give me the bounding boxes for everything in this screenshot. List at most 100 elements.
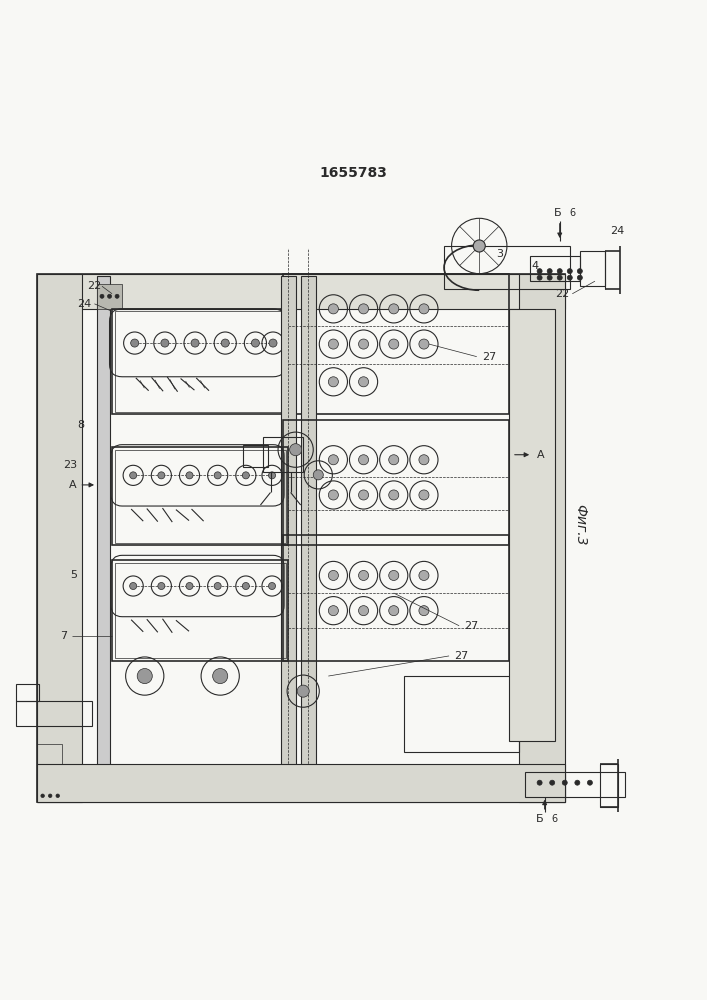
Circle shape [186,472,193,479]
Circle shape [419,455,429,465]
Circle shape [389,455,399,465]
Bar [283,420,510,545]
Bar [16,684,39,701]
Circle shape [328,570,339,580]
Circle shape [562,780,567,785]
Circle shape [567,275,572,280]
Bar [37,744,62,764]
Circle shape [358,339,368,349]
Text: 22: 22 [556,289,570,299]
Bar [283,274,510,414]
Circle shape [328,455,339,465]
Circle shape [358,377,368,387]
Bar [243,445,268,467]
Text: Б: Б [554,208,561,218]
Bar [115,311,286,412]
Bar [510,309,555,741]
Text: Фиг.3: Фиг.3 [573,504,587,546]
Bar [263,437,303,472]
Bar [37,274,82,802]
Circle shape [537,269,542,274]
Bar [97,276,110,774]
Circle shape [328,490,339,500]
Circle shape [578,269,583,274]
Circle shape [537,780,542,785]
Text: 5: 5 [70,570,77,580]
Circle shape [243,582,250,590]
Circle shape [557,269,562,274]
Text: 1655783: 1655783 [320,166,387,180]
Bar [37,764,565,802]
Bar [115,563,286,658]
Circle shape [269,472,276,479]
Circle shape [419,339,429,349]
Circle shape [578,275,583,280]
Circle shape [158,472,165,479]
Circle shape [191,339,199,347]
Circle shape [213,669,228,684]
Circle shape [557,275,562,280]
Circle shape [41,794,45,798]
Bar [580,251,605,286]
Circle shape [419,490,429,500]
Circle shape [358,490,368,500]
Circle shape [252,339,259,347]
Bar [520,274,565,802]
Bar [444,246,570,289]
Text: 27: 27 [481,352,496,362]
Circle shape [214,472,221,479]
Text: 24: 24 [77,299,91,309]
Circle shape [129,582,136,590]
Bar [112,447,288,545]
Circle shape [389,304,399,314]
Circle shape [575,780,580,785]
Text: А: А [69,480,77,490]
Text: 23: 23 [63,460,77,470]
Bar [112,560,288,661]
Text: 24: 24 [610,226,624,236]
Bar [281,276,296,774]
Circle shape [243,472,250,479]
Circle shape [588,780,592,785]
Circle shape [389,570,399,580]
Bar [404,676,520,752]
Circle shape [567,269,572,274]
Circle shape [358,570,368,580]
Circle shape [48,794,52,798]
Circle shape [419,304,429,314]
Circle shape [313,470,323,480]
Circle shape [129,472,136,479]
Circle shape [131,339,139,347]
Circle shape [389,339,399,349]
Circle shape [158,582,165,590]
Circle shape [269,582,276,590]
Text: 3: 3 [496,249,503,259]
Circle shape [328,377,339,387]
Bar [530,256,580,281]
Text: 8: 8 [77,420,84,430]
Bar [37,274,565,802]
Text: 27: 27 [454,651,468,661]
Circle shape [186,582,193,590]
Text: 6: 6 [551,814,558,824]
Bar [283,535,510,661]
Circle shape [473,240,485,252]
Circle shape [389,490,399,500]
Circle shape [358,304,368,314]
Circle shape [269,339,277,347]
Circle shape [107,294,112,298]
Bar [300,276,316,774]
Circle shape [549,780,555,785]
Circle shape [419,570,429,580]
Circle shape [56,794,59,798]
Circle shape [419,606,429,616]
Text: 7: 7 [59,631,66,641]
Text: 4: 4 [531,261,538,271]
Bar [97,284,122,309]
Text: 6: 6 [569,208,575,218]
Circle shape [100,294,104,298]
Circle shape [290,444,302,456]
Bar [600,764,618,807]
Text: 22: 22 [87,281,101,291]
Bar [16,701,92,726]
